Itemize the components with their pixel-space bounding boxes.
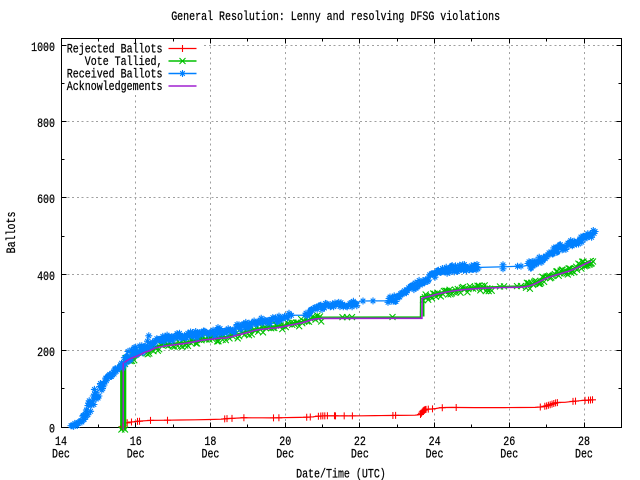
svg-text:Acknowledgements: Acknowledgements bbox=[67, 79, 163, 94]
svg-text:24: 24 bbox=[429, 434, 441, 449]
svg-text:20: 20 bbox=[279, 434, 291, 449]
svg-text:General Resolution: Lenny and: General Resolution: Lenny and resolving … bbox=[171, 9, 500, 24]
svg-text:Dec: Dec bbox=[500, 447, 518, 462]
svg-text:Dec: Dec bbox=[127, 447, 145, 462]
svg-text:28: 28 bbox=[578, 434, 590, 449]
svg-text:400: 400 bbox=[37, 269, 55, 284]
svg-text:26: 26 bbox=[503, 434, 515, 449]
svg-text:Dec: Dec bbox=[351, 447, 369, 462]
svg-text:Date/Time (UTC): Date/Time (UTC) bbox=[296, 467, 386, 480]
svg-text:18: 18 bbox=[204, 434, 216, 449]
svg-text:Dec: Dec bbox=[426, 447, 444, 462]
svg-text:22: 22 bbox=[354, 434, 366, 449]
svg-text:600: 600 bbox=[37, 192, 55, 207]
svg-text:Dec: Dec bbox=[276, 447, 294, 462]
svg-text:1000: 1000 bbox=[31, 40, 55, 55]
svg-text:Vote Tallied,: Vote Tallied, bbox=[85, 54, 163, 69]
svg-text:16: 16 bbox=[130, 434, 142, 449]
svg-text:0: 0 bbox=[49, 422, 55, 437]
svg-text:Received Ballots: Received Ballots bbox=[67, 66, 163, 81]
svg-text:Dec: Dec bbox=[202, 447, 220, 462]
svg-text:200: 200 bbox=[37, 345, 55, 360]
svg-text:Ballots: Ballots bbox=[4, 212, 19, 254]
svg-text:14: 14 bbox=[55, 434, 67, 449]
svg-text:Rejected Ballots: Rejected Ballots bbox=[67, 41, 163, 56]
svg-text:Dec: Dec bbox=[575, 447, 593, 462]
svg-text:800: 800 bbox=[37, 116, 55, 131]
svg-text:Dec: Dec bbox=[52, 447, 70, 462]
